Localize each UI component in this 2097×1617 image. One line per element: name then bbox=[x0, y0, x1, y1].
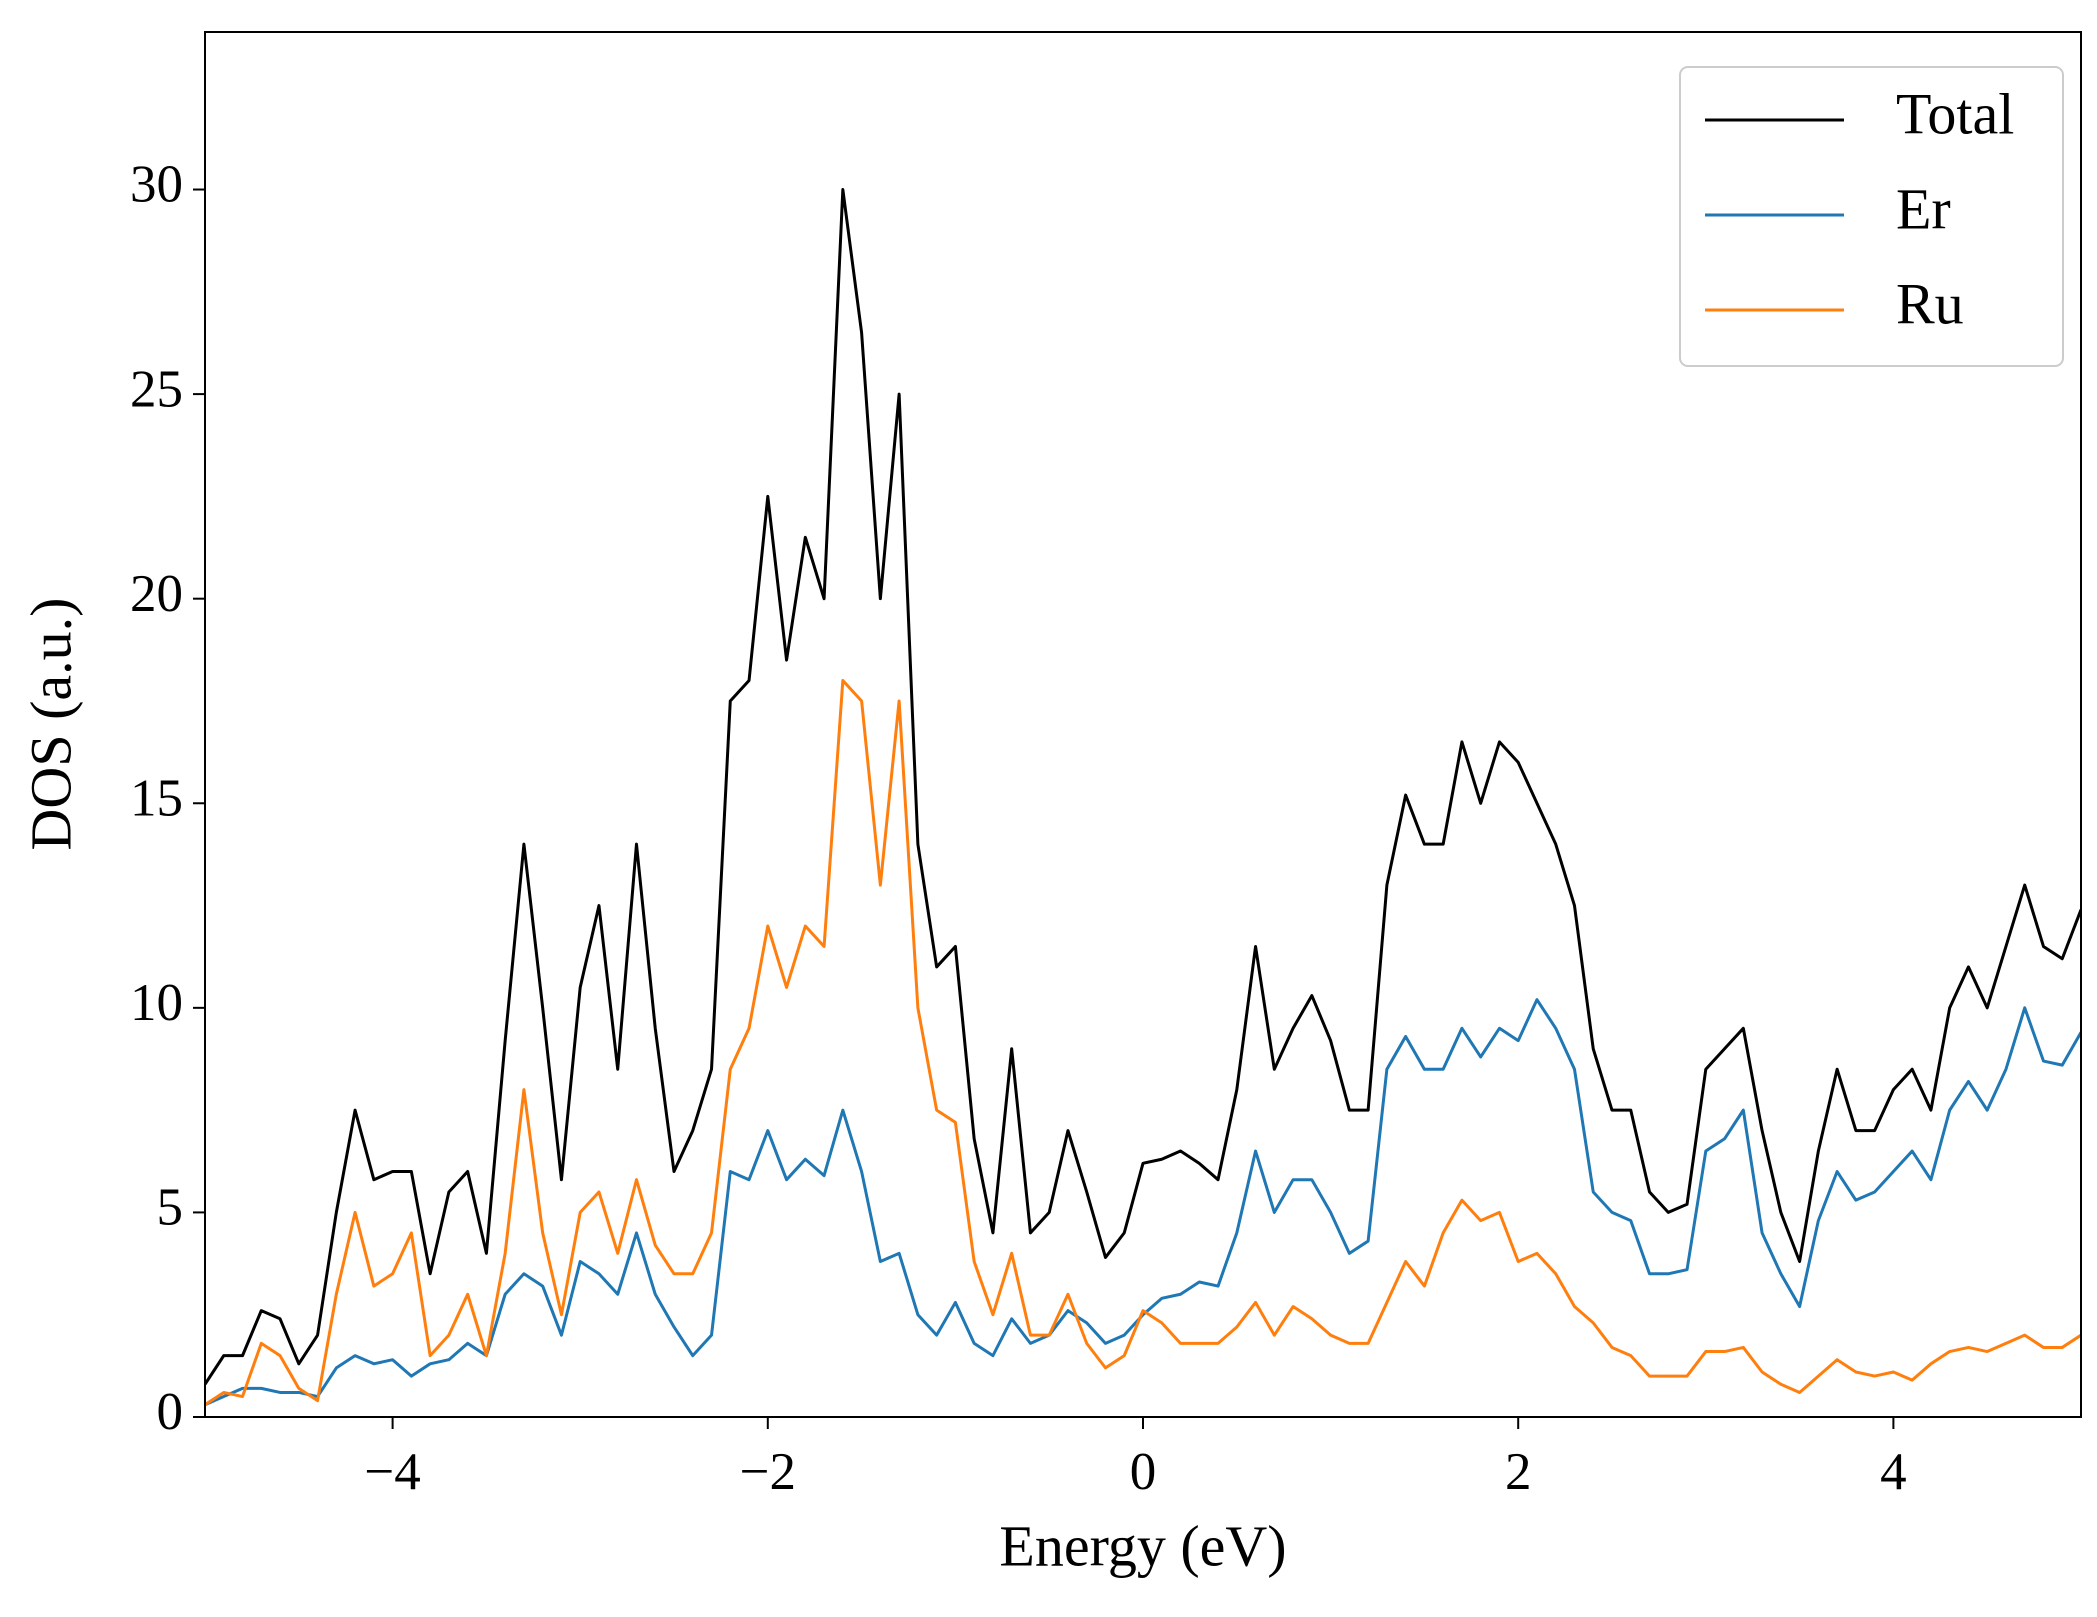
x-tick-label: 4 bbox=[1880, 1443, 1907, 1501]
y-tick-label: 0 bbox=[157, 1383, 184, 1441]
series-line bbox=[205, 679, 2081, 1406]
x-axis-label: Energy (eV) bbox=[999, 1513, 1286, 1578]
y-axis-label: DOS (a.u.) bbox=[18, 598, 83, 851]
x-tick-label: 2 bbox=[1505, 1443, 1532, 1501]
legend-label: Ru bbox=[1896, 271, 1964, 336]
y-tick-label: 20 bbox=[130, 565, 183, 623]
x-tick-label: −2 bbox=[740, 1443, 796, 1501]
y-tick-label: 5 bbox=[157, 1179, 184, 1237]
legend-label: Er bbox=[1896, 176, 1951, 241]
legend-box bbox=[1679, 66, 2064, 367]
y-tick-label: 25 bbox=[130, 360, 183, 418]
legend-label: Total bbox=[1896, 81, 2014, 146]
x-tick-label: 0 bbox=[1130, 1443, 1157, 1501]
plot-frame bbox=[204, 31, 2082, 1418]
series-line bbox=[205, 998, 2081, 1407]
series-line bbox=[205, 188, 2081, 1386]
y-tick-label: 10 bbox=[130, 974, 183, 1032]
x-tick-label: −4 bbox=[364, 1443, 420, 1501]
y-tick-label: 15 bbox=[130, 769, 183, 827]
y-tick-label: 30 bbox=[130, 156, 183, 214]
